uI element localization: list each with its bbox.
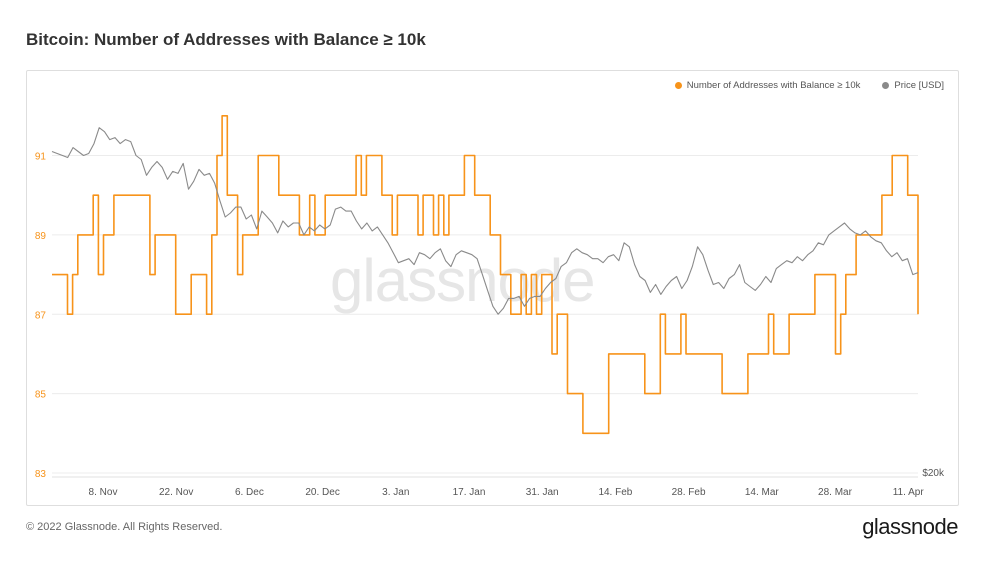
x-tick-label: 3. Jan xyxy=(382,487,409,498)
x-tick-label: 8. Nov xyxy=(89,487,118,498)
series-line-addresses xyxy=(52,115,919,435)
x-tick-label: 28. Mar xyxy=(818,487,853,498)
y-tick-label: 91 xyxy=(35,152,47,163)
legend-item-addresses[interactable]: Number of Addresses with Balance ≥ 10k xyxy=(674,80,861,91)
y-tick-label: 85 xyxy=(35,390,47,401)
x-tick-label: 31. Jan xyxy=(526,487,559,498)
y-tick-label: 83 xyxy=(35,469,47,480)
y-tick-label: 87 xyxy=(35,310,47,321)
legend-dot-price xyxy=(882,82,890,89)
x-tick-label: 11. Apr xyxy=(893,487,925,498)
x-tick-label: 14. Mar xyxy=(745,487,780,498)
series-line-price xyxy=(51,127,919,315)
legend-label-addresses: Number of Addresses with Balance ≥ 10k xyxy=(686,80,861,91)
x-tick-label: 20. Dec xyxy=(305,487,339,498)
legend-label-price: Price [USD] xyxy=(894,80,944,91)
footer-copyright: © 2022 Glassnode. All Rights Reserved. xyxy=(26,521,223,533)
chart-container xyxy=(26,70,959,506)
x-tick-label: 17. Jan xyxy=(453,487,486,498)
glassnode-logo: glassnode xyxy=(862,514,958,539)
page-title: Bitcoin: Number of Addresses with Balanc… xyxy=(26,30,426,49)
legend-dot-addresses xyxy=(674,82,682,89)
x-tick-label: 28. Feb xyxy=(672,487,706,498)
x-tick-label: 14. Feb xyxy=(598,487,632,498)
chart-legend: Number of Addresses with Balance ≥ 10k P… xyxy=(674,80,944,91)
legend-item-price[interactable]: Price [USD] xyxy=(882,80,944,91)
y-tick-label: 89 xyxy=(35,231,47,242)
x-tick-label: 22. Nov xyxy=(159,487,193,498)
x-tick-label: 6. Dec xyxy=(235,487,264,498)
right-axis-label: $20k xyxy=(922,468,945,479)
